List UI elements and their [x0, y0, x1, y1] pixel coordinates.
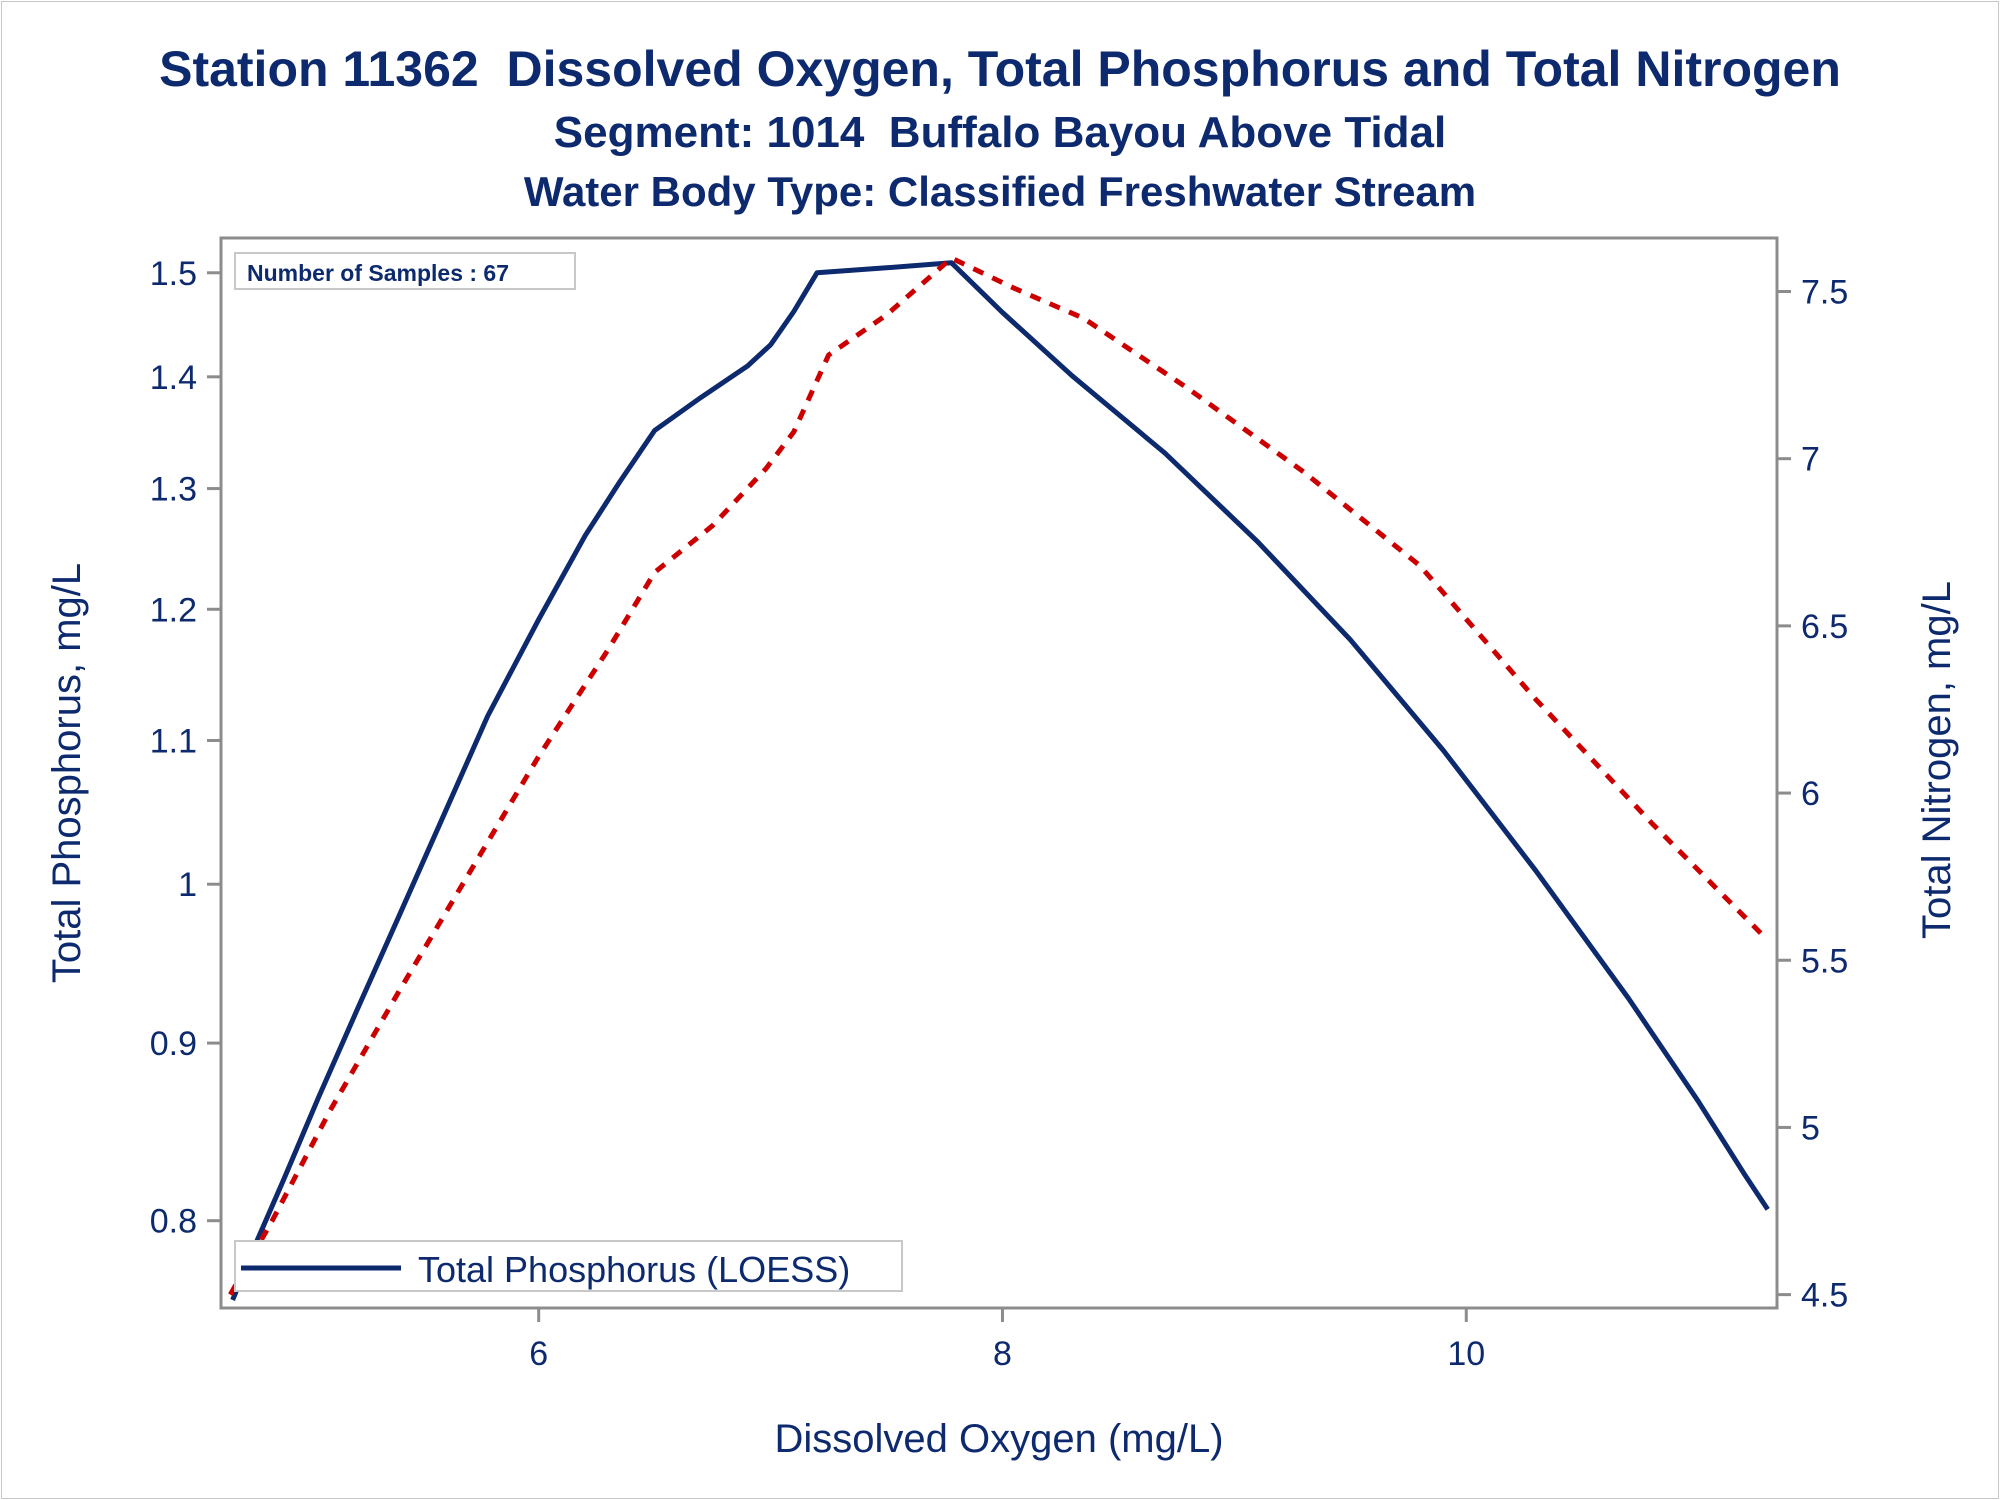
y-left-tick-label: 0.9 [150, 1025, 197, 1063]
y-left-tick-label: 1.3 [150, 471, 197, 509]
y-right-tick-label: 6 [1801, 775, 1820, 813]
x-tick-label: 8 [993, 1335, 1012, 1373]
y-axis-right: 4.5 5 5.5 6 6.5 7 7.5 [1777, 274, 1848, 1315]
y-left-tick-label: 1.2 [150, 591, 197, 629]
x-axis-label: Dissolved Oxygen (mg/L) [774, 1417, 1223, 1461]
y-left-tick-label: 1.5 [150, 255, 197, 293]
sample-count-annotation: Number of Samples : 67 [234, 252, 576, 290]
x-tick-label: 6 [529, 1335, 548, 1373]
y-right-tick-label: 4.5 [1801, 1277, 1848, 1315]
y-axis-left: 0.8 0.9 1 1.1 1.2 1.3 1.4 1.5 [150, 255, 221, 1241]
y-left-tick-label: 1.1 [150, 722, 197, 760]
y-right-tick-label: 5 [1801, 1109, 1820, 1147]
series-line-total-nitrogen [228, 255, 1770, 1296]
y-right-tick-label: 7 [1801, 441, 1820, 479]
y-right-tick-label: 7.5 [1801, 274, 1848, 312]
x-tick-label: 10 [1447, 1335, 1485, 1373]
legend-entry-label: Total Phosphorus (LOESS) [418, 1249, 850, 1290]
y-left-tick-label: 1.4 [150, 359, 197, 397]
legend: Total Phosphorus (LOESS) [234, 1240, 903, 1292]
y-axis-left-label: Total Phosphorus, mg/L [45, 563, 89, 983]
y-left-tick-label: 1 [178, 866, 197, 904]
plot-area [219, 236, 1779, 1310]
chart-title: Station 11362 Dissolved Oxygen, Total Ph… [159, 41, 1841, 97]
chart-subtitle-segment: Segment: 1014 Buffalo Bayou Above Tidal [553, 108, 1447, 157]
series-line-total-phosphorus [230, 260, 1770, 1301]
y-right-tick-label: 6.5 [1801, 608, 1848, 646]
series-layer [228, 255, 1770, 1301]
chart-subtitle-water-body: Water Body Type: Classified Freshwater S… [523, 168, 1477, 215]
y-axis-right-label: Total Nitrogen, mg/L [1915, 581, 1959, 939]
x-axis: 6 8 10 [529, 1308, 1485, 1373]
sample-count-text: Number of Samples : 67 [247, 260, 509, 286]
y-right-tick-label: 5.5 [1801, 942, 1848, 980]
y-left-tick-label: 0.8 [150, 1203, 197, 1241]
